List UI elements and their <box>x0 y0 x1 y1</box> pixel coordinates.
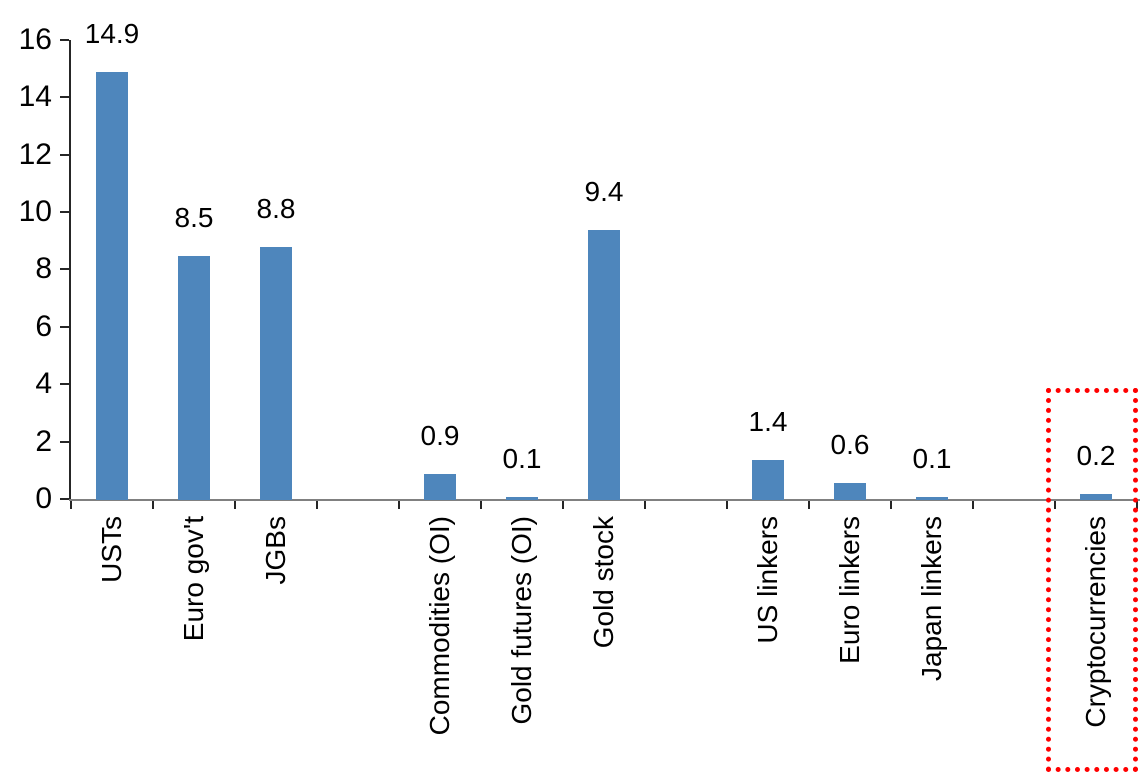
x-axis-category-cell-euro-gov-t: Euro gov't <box>153 516 235 778</box>
x-axis-category-cell-commodities-oi: Commodities (OI) <box>399 516 481 778</box>
x-axis-tick <box>644 501 646 509</box>
x-axis-tick <box>70 501 72 509</box>
y-axis-tick-label: 14 <box>18 80 52 113</box>
bar-value-label-gold-stock: 9.4 <box>584 176 624 207</box>
y-axis-tick <box>60 326 69 328</box>
x-axis-category-cell-gold-stock: Gold stock <box>563 516 645 778</box>
x-axis-tick <box>808 501 810 509</box>
bar-value-label-gold-futures-oi: 0.1 <box>502 443 542 474</box>
y-axis-tick <box>60 154 69 156</box>
bar-commodities-oi <box>424 474 456 500</box>
x-axis-category-label-japan-linkers: Japan linkers <box>916 516 948 681</box>
y-axis-tick <box>60 96 69 98</box>
x-axis-category-cell-japan-linkers: Japan linkers <box>891 516 973 778</box>
y-axis-tick <box>60 39 69 41</box>
x-axis-tick <box>726 501 728 509</box>
y-axis-tick <box>60 441 69 443</box>
bar-jgbs <box>260 247 292 500</box>
x-axis-tick <box>316 501 318 509</box>
x-axis-category-label-euro-gov-t: Euro gov't <box>178 516 210 642</box>
x-axis-line <box>69 499 1140 501</box>
y-axis-tick-label: 4 <box>35 367 52 400</box>
x-axis-category-cell-us-linkers: US linkers <box>727 516 809 778</box>
bar-usts <box>96 72 128 500</box>
y-axis-tick <box>60 383 69 385</box>
x-axis-tick <box>152 501 154 509</box>
y-axis-line <box>69 40 71 501</box>
bar-value-label-us-linkers: 1.4 <box>748 406 788 437</box>
bar-value-label-euro-gov-t: 8.5 <box>174 202 214 233</box>
y-axis-tick-label: 12 <box>18 138 52 171</box>
bar-euro-linkers <box>834 483 866 500</box>
y-axis-tick <box>60 268 69 270</box>
bar-value-label-japan-linkers: 0.1 <box>912 443 952 474</box>
x-axis-category-cell-euro-linkers: Euro linkers <box>809 516 891 778</box>
x-axis-tick <box>562 501 564 509</box>
x-axis-category-label-us-linkers: US linkers <box>752 516 784 644</box>
y-axis-tick-label: 8 <box>35 252 52 285</box>
x-axis-tick <box>480 501 482 509</box>
x-axis-tick <box>890 501 892 509</box>
x-axis-category-label-usts: USTs <box>96 516 128 583</box>
bar-cryptocurrencies <box>1080 494 1112 500</box>
x-axis-category-cell-jgbs: JGBs <box>235 516 317 778</box>
y-axis-tick-label: 6 <box>35 310 52 343</box>
bar-japan-linkers <box>916 497 948 500</box>
x-axis-category-label-gold-futures-oi: Gold futures (OI) <box>506 516 538 725</box>
highlight-box-cryptocurrencies <box>1046 388 1138 772</box>
x-axis-category-label-gold-stock: Gold stock <box>588 516 620 649</box>
x-axis-category-label-euro-linkers: Euro linkers <box>834 516 866 664</box>
x-axis-category-cell-gold-futures-oi: Gold futures (OI) <box>481 516 563 778</box>
y-axis-tick-label: 16 <box>18 23 52 56</box>
y-axis-tick <box>60 211 69 213</box>
x-axis-tick <box>234 501 236 509</box>
bar-value-label-jgbs: 8.8 <box>256 193 296 224</box>
bar-us-linkers <box>752 460 784 500</box>
y-axis-tick-label: 2 <box>35 425 52 458</box>
x-axis-tick <box>398 501 400 509</box>
y-axis-tick-label: 0 <box>35 482 52 515</box>
bar-euro-gov-t <box>178 256 210 500</box>
x-axis-category-label-commodities-oi: Commodities (OI) <box>424 516 456 736</box>
bar-value-label-cryptocurrencies: 0.2 <box>1076 440 1116 471</box>
bar-value-label-euro-linkers: 0.6 <box>830 429 870 460</box>
bar-value-label-usts: 14.9 <box>84 18 140 49</box>
bar-gold-stock <box>588 230 620 500</box>
y-axis-tick <box>60 498 69 500</box>
x-axis-category-label-jgbs: JGBs <box>260 516 292 585</box>
y-axis-tick-label: 10 <box>18 195 52 228</box>
bar-gold-futures-oi <box>506 497 538 500</box>
x-axis-tick <box>972 501 974 509</box>
bar-value-label-commodities-oi: 0.9 <box>420 420 460 451</box>
x-axis-category-cell-usts: USTs <box>71 516 153 778</box>
x-axis-tick <box>1054 501 1056 509</box>
